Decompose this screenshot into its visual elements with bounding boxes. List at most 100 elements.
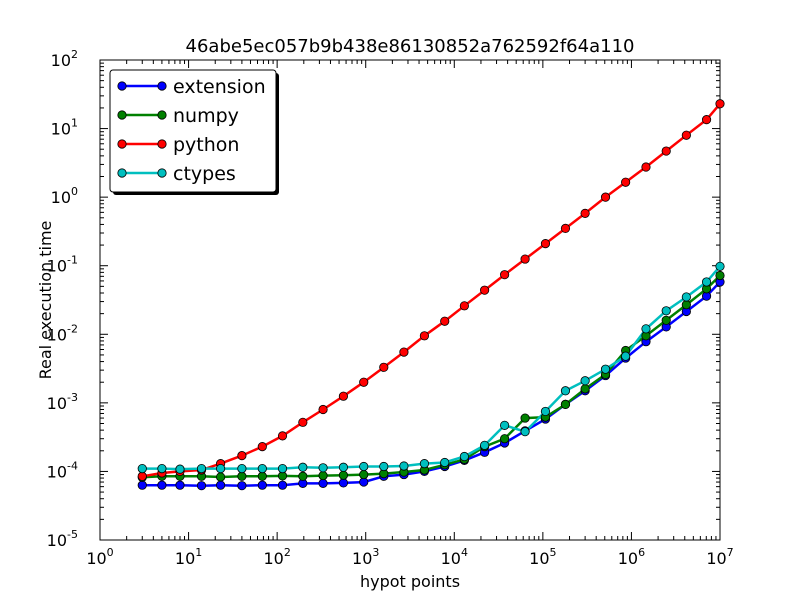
data-point-ctypes <box>621 351 631 361</box>
chart-title: 46abe5ec057b9b438e86130852a762592f64a110 <box>186 36 635 57</box>
x-tick-label: 106 <box>618 546 645 568</box>
legend-label-ctypes: ctypes <box>173 163 236 185</box>
data-point-python <box>715 99 725 109</box>
data-point-numpy <box>580 384 590 394</box>
y-tick-label: 10-5 <box>47 528 78 550</box>
data-point-numpy <box>500 434 510 444</box>
data-point-ctypes <box>440 457 450 468</box>
data-point-extension <box>216 480 226 490</box>
data-point-ctypes <box>681 292 691 302</box>
data-point-extension <box>175 480 185 490</box>
plot-frame <box>99 59 721 541</box>
plot-area: 100 101 102 103 104 105 106 107 10-5 10-4 10-3 10-2… <box>47 48 734 568</box>
data-point-ctypes <box>338 462 349 472</box>
data-point-numpy <box>257 471 267 481</box>
data-point-extension <box>318 478 328 488</box>
x-axis-label: hypot points <box>360 572 460 591</box>
data-point-numpy <box>520 413 530 423</box>
data-point-numpy <box>237 471 247 481</box>
legend-marker-python <box>157 139 167 149</box>
y-tick-label: 100 <box>51 185 78 207</box>
data-point-python <box>661 146 671 156</box>
data-point-python <box>621 177 631 187</box>
data-point-ctypes <box>277 463 288 474</box>
data-point-python <box>560 223 571 234</box>
data-point-python <box>298 417 308 427</box>
data-point-numpy <box>216 472 226 482</box>
data-point-ctypes <box>600 364 611 374</box>
legend-box <box>109 69 277 193</box>
data-point-ctypes <box>157 463 167 474</box>
data-point-numpy <box>359 469 369 480</box>
legend-marker-extension <box>157 81 167 91</box>
data-point-extension <box>277 480 288 490</box>
data-point-python <box>681 130 691 140</box>
data-point-python <box>459 301 469 311</box>
data-point-ctypes <box>216 463 226 474</box>
legend-label-python: python <box>173 134 239 156</box>
y-tick-label: 10-1 <box>47 254 78 276</box>
data-point-python <box>701 115 712 125</box>
data-point-numpy <box>338 470 349 480</box>
data-point-ctypes <box>359 461 369 472</box>
data-point-python <box>379 362 389 372</box>
data-point-numpy <box>661 315 671 325</box>
data-point-ctypes <box>137 463 147 474</box>
data-point-ctypes <box>701 277 712 287</box>
data-point-ctypes <box>175 464 185 474</box>
data-point-numpy <box>298 471 308 481</box>
data-point-ctypes <box>480 440 490 450</box>
data-point-python <box>419 331 430 341</box>
data-point-python <box>520 254 530 264</box>
data-point-python <box>500 270 510 280</box>
data-point-numpy <box>560 399 571 409</box>
data-point-python <box>257 442 267 452</box>
x-tick-label: 100 <box>86 546 113 568</box>
data-point-ctypes <box>399 461 409 471</box>
legend-label-extension: extension <box>173 76 266 98</box>
data-point-python <box>440 316 450 326</box>
data-point-numpy <box>681 300 691 310</box>
data-point-ctypes <box>419 459 430 469</box>
legend-marker-extension <box>117 81 127 91</box>
legend: extension numpy python ctypes <box>109 69 279 195</box>
data-point-python <box>580 208 590 218</box>
data-point-ctypes <box>540 406 551 417</box>
data-point-python <box>277 431 288 441</box>
data-point-ctypes <box>500 420 510 430</box>
legend-marker-numpy <box>157 110 167 120</box>
data-point-python <box>318 404 328 415</box>
legend-marker-python <box>117 139 127 149</box>
data-point-python <box>480 285 490 295</box>
data-point-ctypes <box>560 386 571 396</box>
data-point-numpy <box>318 470 328 481</box>
data-point-ctypes <box>379 461 389 472</box>
data-point-python <box>237 451 247 461</box>
data-point-ctypes <box>641 324 651 334</box>
y-tick-label: 10-2 <box>47 322 78 344</box>
data-point-python <box>600 192 611 202</box>
y-tick-label: 102 <box>51 48 78 70</box>
data-point-python <box>359 377 369 387</box>
data-point-ctypes <box>318 463 328 473</box>
data-point-python <box>338 391 349 401</box>
data-point-ctypes <box>298 462 308 472</box>
x-tick-label: 104 <box>441 546 468 568</box>
data-point-extension <box>196 481 207 491</box>
y-axis-label: Real execution time <box>36 221 55 380</box>
legend-marker-numpy <box>117 110 127 120</box>
x-tick-label: 101 <box>175 546 202 568</box>
x-tick-label: 103 <box>352 546 379 568</box>
x-tick-label: 102 <box>263 546 290 568</box>
data-point-numpy <box>715 270 725 281</box>
data-point-ctypes <box>520 427 530 437</box>
data-point-extension <box>157 480 167 490</box>
data-point-ctypes <box>715 261 725 271</box>
y-tick-label: 10-3 <box>47 391 78 413</box>
data-point-python <box>137 471 147 481</box>
data-point-python <box>540 239 551 249</box>
data-point-ctypes <box>196 463 207 474</box>
data-point-extension <box>237 481 247 491</box>
data-point-ctypes <box>661 306 671 316</box>
